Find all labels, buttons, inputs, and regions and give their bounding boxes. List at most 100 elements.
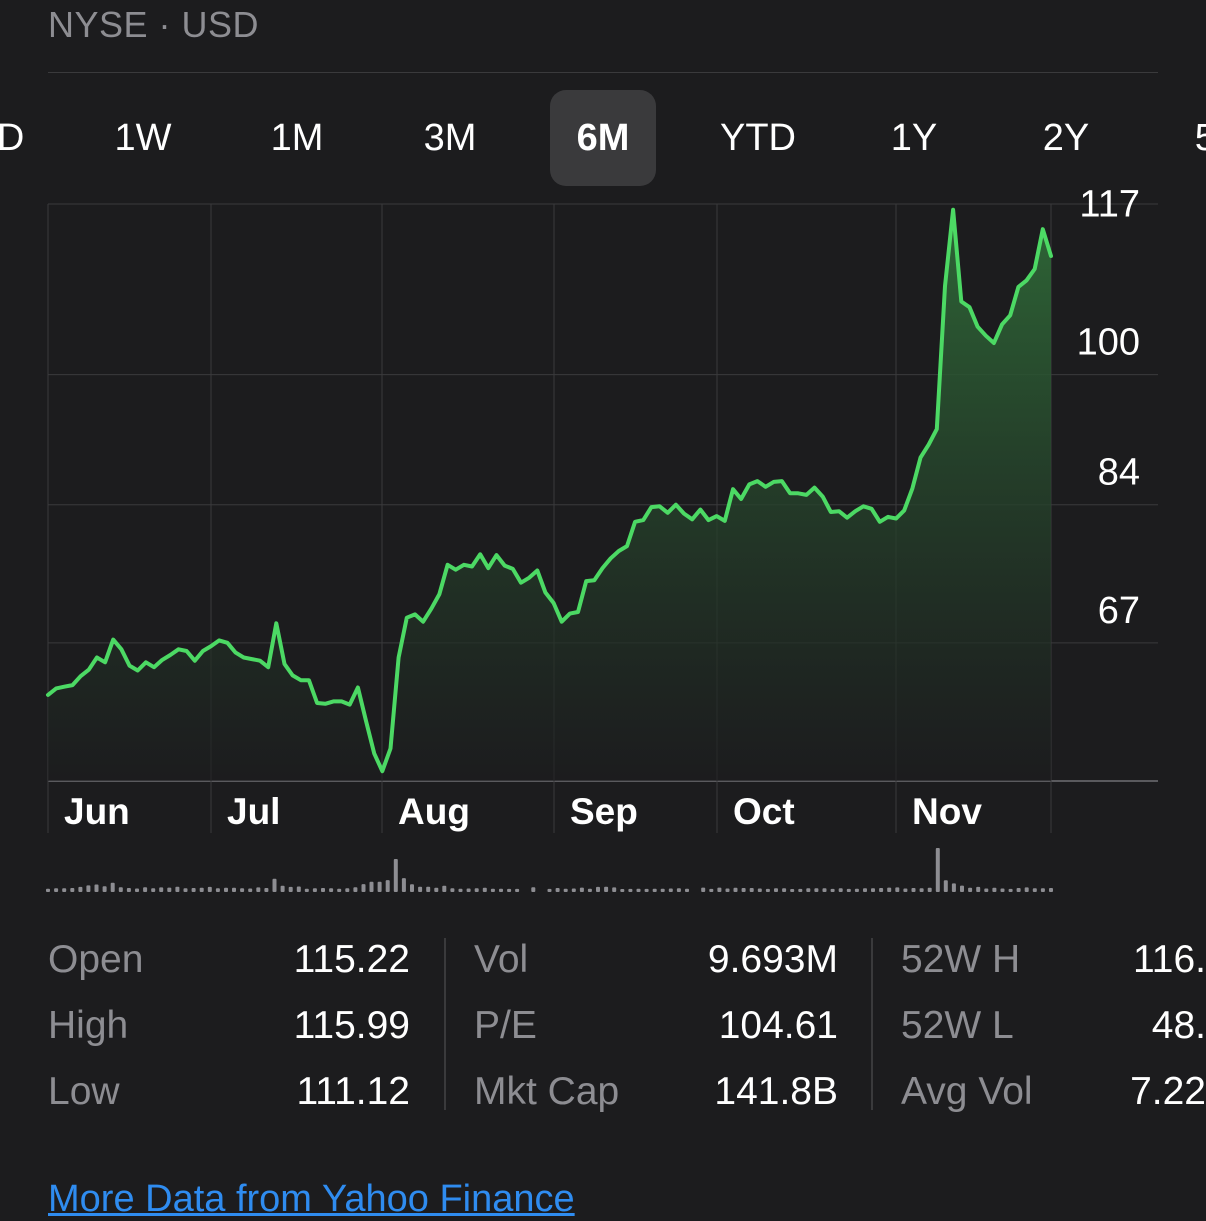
volume-bar — [749, 888, 754, 892]
volume-bar — [1008, 888, 1013, 892]
volume-bar — [78, 886, 83, 892]
volume-bar — [312, 888, 317, 892]
y-tick-label: 84 — [1098, 452, 1140, 494]
volume-bar — [733, 887, 738, 892]
stat-label: Open — [48, 938, 144, 981]
volume-bar — [143, 887, 148, 892]
price-area-fill — [48, 209, 1051, 781]
volume-bar — [782, 888, 787, 892]
volume-bar — [636, 888, 641, 892]
stat-value: 111.12 — [296, 1070, 411, 1113]
price-line — [46, 207, 1053, 774]
volume-bar — [644, 888, 649, 892]
x-tick-label: Jun — [64, 791, 130, 832]
volume-bar — [191, 888, 196, 892]
volume-bar — [951, 883, 956, 892]
stat-value: 115.22 — [293, 938, 410, 981]
stat-label: Vol — [474, 938, 529, 981]
range-tab-1m[interactable]: 1M — [270, 117, 324, 159]
exchange-currency-label: NYSE · USD — [48, 4, 260, 45]
x-tick-label: Nov — [912, 791, 982, 832]
stat-label: Mkt Cap — [474, 1070, 620, 1113]
volume-bar — [976, 886, 981, 892]
volume-bar — [1000, 888, 1005, 892]
range-tab-2y[interactable]: 2Y — [1042, 117, 1090, 159]
range-tab-1y[interactable]: 1Y — [890, 117, 938, 159]
x-axis-labels: Jun Jul Aug Sep Oct Nov — [64, 791, 982, 832]
volume-bar — [272, 878, 277, 892]
y-tick-label: 100 — [1077, 322, 1140, 364]
volume-bar — [499, 888, 503, 892]
volume-bar — [960, 885, 964, 892]
more-data-link[interactable]: More Data from Yahoo Finance — [48, 1178, 575, 1220]
volume-bar — [135, 888, 139, 892]
time-range-selector: 1D 1W 1M 3M 6M YTD 1Y 2Y 5Y — [0, 90, 1206, 186]
volume-bar — [1016, 888, 1021, 892]
volume-bar — [725, 888, 730, 892]
volume-bar — [426, 886, 431, 892]
stat-value: 48. — [1151, 1004, 1206, 1047]
volume-bar — [555, 888, 560, 892]
range-tab-ytd[interactable]: YTD — [720, 117, 796, 159]
range-tab-1d[interactable]: 1D — [0, 117, 25, 159]
volume-bar — [62, 888, 67, 892]
volume-bar — [264, 888, 269, 892]
volume-bar — [895, 887, 900, 892]
volume-bar — [183, 888, 188, 892]
range-tab-5y[interactable]: 5Y — [1194, 117, 1206, 159]
stats-divider-1 — [444, 938, 446, 1110]
volume-bar — [968, 887, 973, 892]
stat-value: 116. — [1132, 938, 1206, 981]
volume-bar — [393, 859, 398, 892]
stat-value: 9.693M — [707, 938, 838, 981]
volume-bar — [126, 888, 131, 892]
volume-bar — [628, 888, 633, 892]
volume-bar — [458, 888, 463, 892]
stat-value: 7.22 — [1130, 1070, 1206, 1113]
volume-bar — [94, 884, 99, 892]
price-chart[interactable]: 67 84 100 117 Jun Jul Aug Sep Oct Nov — [0, 0, 1206, 900]
volume-bar — [434, 887, 439, 892]
range-tab-3m[interactable]: 3M — [423, 117, 477, 159]
volume-bar — [224, 887, 228, 892]
volume-bar — [215, 888, 220, 892]
stat-market-cap: Mkt Cap 141.8B — [474, 1070, 838, 1130]
volume-bar — [927, 887, 932, 892]
volume-bar — [280, 885, 285, 892]
volume-bar — [385, 880, 390, 892]
volume-bar — [531, 887, 536, 892]
stat-52w-high: 52W H 116. — [901, 938, 1206, 998]
volume-bar — [1049, 888, 1053, 892]
volume-bar — [167, 887, 172, 892]
volume-bar — [361, 884, 366, 892]
volume-bar — [442, 885, 447, 892]
volume-bar — [571, 888, 576, 892]
volume-bar — [863, 888, 867, 892]
volume-bar — [612, 887, 617, 892]
volume-bar — [1024, 887, 1029, 892]
volume-bar — [490, 888, 495, 892]
volume-bar — [102, 886, 107, 892]
volume-bar — [765, 888, 770, 892]
stat-value: 104.61 — [718, 1004, 838, 1047]
volume-bar — [159, 887, 164, 892]
volume-bar — [660, 888, 665, 892]
volume-bar — [329, 888, 334, 892]
range-tab-1w[interactable]: 1W — [114, 117, 172, 159]
volume-bar — [604, 886, 609, 892]
x-tick-label: Sep — [570, 791, 638, 832]
volume-bar — [507, 888, 512, 892]
volume-bar — [846, 888, 851, 892]
volume-bar — [345, 888, 350, 892]
volume-bar — [879, 888, 884, 892]
range-tab-6m[interactable]: 6M — [550, 90, 656, 186]
volume-bar — [240, 888, 245, 892]
volume-bar — [321, 888, 325, 892]
volume-bar — [466, 888, 471, 892]
volume-bar — [790, 889, 795, 892]
stat-label: 52W L — [901, 1004, 1014, 1047]
volume-bar — [54, 888, 59, 892]
volume-bar — [685, 888, 689, 892]
stats-divider-2 — [871, 938, 873, 1110]
volume-bar — [118, 887, 123, 892]
